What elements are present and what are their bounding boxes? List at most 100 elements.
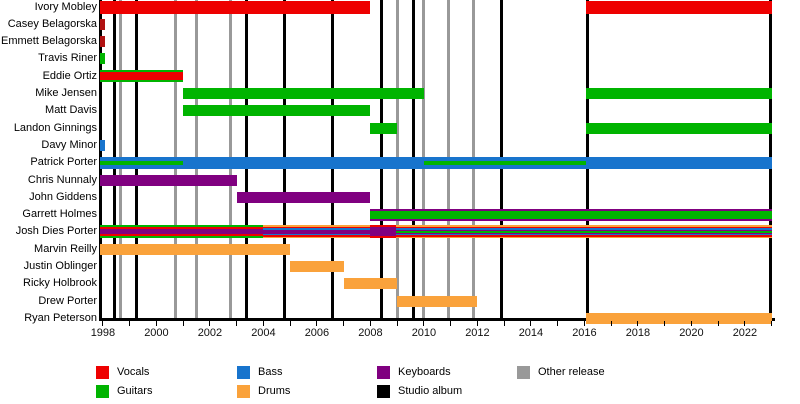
x-axis-tick [316, 321, 318, 326]
timeline-bar [236, 191, 371, 203]
x-axis-tick [744, 321, 746, 326]
x-axis-tick [450, 321, 452, 326]
member-label: Emmett Belagorska [1, 35, 97, 48]
x-axis-year-label: 2004 [251, 327, 276, 339]
x-axis-tick [289, 321, 291, 326]
timeline-bar [100, 225, 264, 239]
legend-label: Drums [258, 385, 291, 397]
x-axis-tick [637, 321, 639, 326]
legend-label: Bass [258, 366, 283, 378]
x-axis-year-label: 2010 [411, 327, 437, 339]
x-axis-tick [262, 321, 264, 326]
x-axis-tick [664, 321, 666, 326]
member-label: Chris Nunnaly [27, 173, 97, 186]
x-axis-year-label: 2002 [197, 327, 223, 339]
timeline-bar-stripe-keyboards [100, 229, 264, 235]
x-axis-year-label: 2016 [572, 327, 597, 339]
member-label: Travis Riner [38, 52, 97, 65]
timeline-bar [100, 243, 291, 255]
member-label: Patrick Porter [30, 156, 97, 169]
timeline-bar [397, 295, 478, 307]
x-axis-year-label: 2000 [144, 327, 169, 339]
x-axis-tick [396, 321, 398, 326]
x-axis-tick [423, 321, 425, 326]
timeline-bar-stripe-guitars [370, 210, 772, 219]
legend-label: Vocals [117, 366, 150, 378]
timeline-bar [100, 36, 105, 48]
x-axis-tick [209, 321, 211, 326]
legend-swatch-guitars [96, 385, 109, 398]
legend-swatch-studio_album [377, 385, 390, 398]
member-label: Marvin Reilly [34, 242, 97, 255]
timeline-bar [183, 105, 371, 117]
timeline-bar [100, 70, 184, 83]
x-axis-year-label: 2022 [732, 327, 758, 339]
timeline-bar [423, 160, 586, 165]
timeline-bar [343, 278, 398, 290]
timeline-bar [585, 312, 772, 324]
timeline-bar [585, 122, 772, 134]
timeline-bar [100, 0, 371, 14]
timeline-bar [100, 18, 105, 30]
x-axis-tick [690, 321, 692, 326]
x-axis-year-label: 2018 [625, 327, 651, 339]
x-axis-tick [236, 321, 238, 326]
x-axis-year-label: 2006 [304, 327, 330, 339]
legend-swatch-vocals [96, 366, 109, 379]
legend-label: Studio album [398, 385, 463, 397]
timeline-bar [585, 0, 772, 14]
timeline-bar [585, 88, 772, 99]
member-label: Josh Dies Porter [15, 225, 97, 238]
member-label: Drew Porter [38, 294, 97, 307]
member-label: Mike Jensen [35, 87, 97, 99]
legend-swatch-bass [237, 366, 250, 379]
x-axis-tick [610, 321, 612, 326]
timeline-bar [100, 139, 105, 151]
legend-label: Guitars [117, 385, 153, 397]
timeline-bar [100, 160, 184, 165]
member-label: Justin Oblinger [23, 260, 97, 272]
x-axis-tick [503, 321, 505, 326]
x-axis-tick [369, 321, 371, 326]
x-axis-tick [182, 321, 184, 326]
timeline-bar-stripe-keyboards [370, 227, 396, 237]
x-axis-tick [343, 321, 345, 326]
timeline-bar-stripe-guitars [395, 230, 772, 233]
x-axis-tick [102, 321, 104, 326]
timeline-bar-stripe-keyboards [263, 229, 371, 234]
timeline-bar [100, 174, 237, 186]
member-label: Landon Ginnings [13, 121, 97, 134]
x-axis-year-label: 2020 [679, 327, 704, 339]
member-label: Davy Minor [41, 138, 97, 151]
timeline-bar [183, 88, 424, 99]
member-label: Garrett Holmes [22, 208, 97, 221]
legend-swatch-drums [237, 385, 250, 398]
member-label: Matt Davis [45, 104, 97, 117]
timeline-bar [370, 225, 396, 239]
member-label: Eddie Ortiz [42, 69, 97, 82]
x-axis-tick [476, 321, 478, 326]
x-axis-year-label: 2012 [465, 327, 490, 339]
member-label: Ricky Holbrook [23, 277, 97, 290]
timeline-bar [263, 225, 371, 239]
x-axis-year-label: 2008 [358, 327, 383, 339]
x-axis-line [99, 318, 775, 321]
legend-label: Keyboards [398, 366, 451, 378]
x-axis-year-label: 2014 [518, 327, 544, 339]
member-label: Casey Belagorska [7, 17, 97, 30]
x-axis-tick [557, 321, 559, 326]
legend-swatch-keyboards [377, 366, 390, 379]
member-label: John Giddens [29, 190, 97, 203]
legend-swatch-other_release [517, 366, 530, 379]
x-axis-year-label: 1998 [90, 327, 116, 339]
x-axis-tick [771, 321, 773, 326]
member-label: Ryan Peterson [24, 311, 97, 324]
timeline-bar-stripe-vocals [100, 72, 184, 81]
timeline-bar [370, 122, 398, 134]
timeline-bar [100, 53, 105, 65]
member-label: Ivory Mobley [34, 0, 97, 13]
timeline-bar [395, 225, 772, 239]
x-axis-tick [583, 321, 585, 326]
timeline-bar [370, 208, 772, 221]
